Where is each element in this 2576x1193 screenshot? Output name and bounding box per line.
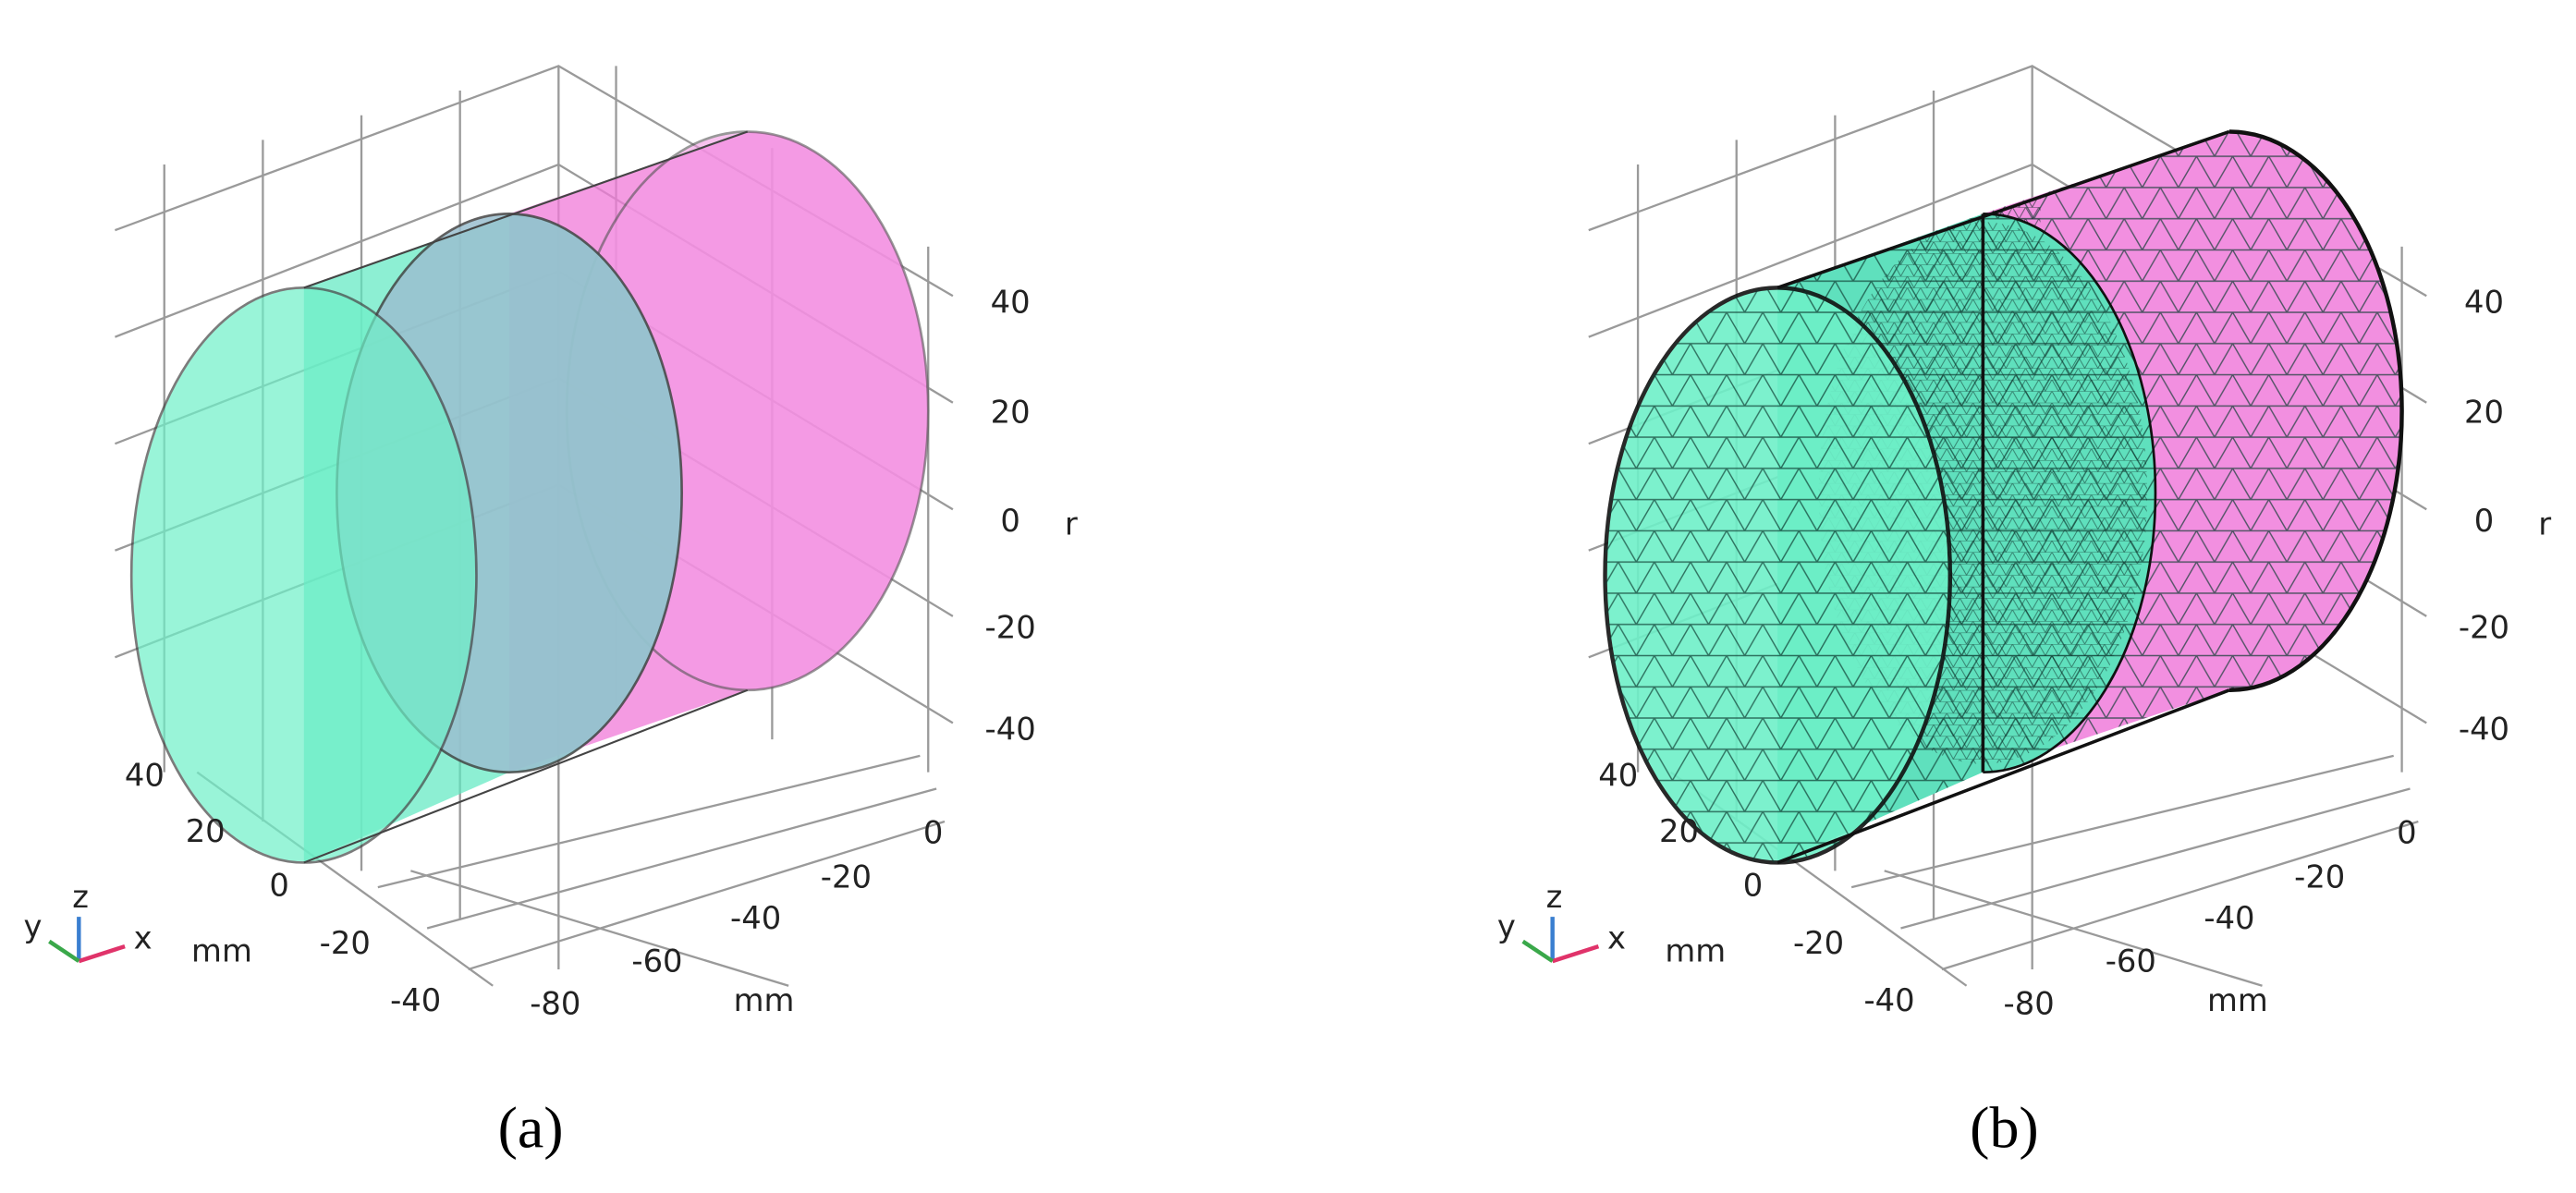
x-tick-label: 0: [2397, 815, 2416, 851]
y-tick-label: -20: [1793, 925, 1844, 961]
x-tick-label: -40: [730, 900, 781, 936]
y-tick-label: 40: [125, 758, 165, 794]
x-tick-label: -40: [2204, 900, 2254, 936]
y-axis-label: mm: [191, 933, 252, 969]
cylinder: [129, 130, 930, 864]
y-tick-label: -40: [1863, 982, 1914, 1018]
triad-z-label: z: [1546, 879, 1563, 915]
meshed-cylinder: [1603, 129, 2404, 865]
x-axis-label: mm: [2207, 982, 2268, 1018]
y-tick-label: 20: [186, 813, 226, 849]
x-tick-label: 0: [923, 815, 943, 851]
green-end: [129, 286, 478, 864]
r-tick-label: 0: [1000, 503, 1019, 539]
triad-y-label: y: [24, 908, 43, 944]
x-tick-label: -20: [821, 859, 872, 895]
caption: (b): [1970, 1094, 2039, 1160]
triad-x: [1551, 943, 1600, 964]
triad-y: [48, 939, 80, 963]
x-tick-label: -60: [631, 943, 682, 979]
r-tick-label: 0: [2474, 503, 2494, 539]
y-tick-label: -20: [320, 925, 371, 961]
panel-a: 40 20 0 -20 -40 r 40 20 0 -20 -40 mm 0 -20 -40 -60 -80 mm…: [24, 65, 1078, 1160]
y-tick-label: 0: [1743, 868, 1763, 904]
r-tick-label: 40: [2464, 285, 2504, 321]
r-tick-label: -20: [985, 610, 1036, 646]
x-axis-label: mm: [734, 982, 795, 1018]
x-tick-label: -80: [530, 986, 580, 1022]
y-tick-label: 20: [1659, 813, 1699, 849]
y-tick-label: 40: [1598, 758, 1638, 794]
r-axis-label: r: [2538, 506, 2551, 542]
x-tick-label: -20: [2294, 859, 2345, 895]
r-tick-label: 40: [991, 285, 1031, 321]
y-tick-label: -40: [390, 982, 441, 1018]
triad-y-label: y: [1497, 908, 1516, 944]
r-axis-label: r: [1065, 506, 1078, 542]
r-tick-label: 20: [2464, 395, 2504, 431]
r-tick-label: -40: [2459, 712, 2509, 748]
y-axis-label: mm: [1665, 933, 1726, 969]
triad-z-label: z: [72, 879, 89, 915]
x-tick-label: -80: [2004, 986, 2055, 1022]
triad-y: [1521, 939, 1554, 963]
r-tick-label: -40: [985, 712, 1036, 748]
panel-b: 40 20 0 -20 -40 r 40 20 0 -20 -40 mm 0 -20 -40 -60 -80 mm…: [1497, 65, 2551, 1160]
caption: (a): [498, 1094, 564, 1160]
r-tick-label: 20: [991, 395, 1031, 431]
y-tick-label: 0: [269, 868, 288, 904]
triad-x: [78, 943, 126, 964]
x-tick-label: -60: [2106, 943, 2156, 979]
triad-x-label: x: [1607, 919, 1626, 956]
r-tick-label: -20: [2459, 610, 2509, 646]
triad-x-label: x: [134, 919, 153, 956]
